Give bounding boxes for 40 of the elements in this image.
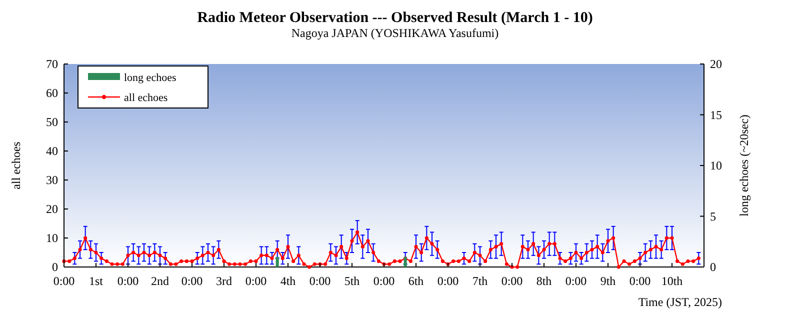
x-tick-label: 8th [536, 274, 552, 288]
y-tick-label: 10 [46, 231, 58, 245]
y2-tick-label: 15 [710, 108, 722, 122]
y-tick-label: 20 [46, 202, 58, 216]
y-axis-title: all echoes [9, 141, 23, 190]
x-tick-label: 1st [88, 274, 104, 288]
x-tick-label: 0:00 [309, 274, 331, 288]
x-tick-label: 7th [472, 274, 488, 288]
legend-label: long echoes [124, 72, 176, 84]
y-tick-label: 40 [46, 144, 58, 158]
x-tick-label: 0:00 [629, 274, 651, 288]
x-tick-label: 4th [280, 274, 296, 288]
y2-tick-label: 20 [710, 57, 722, 71]
legend-label: all echoes [124, 92, 168, 104]
x-tick-label: 2nd [151, 274, 169, 288]
y-tick-label: 60 [46, 86, 58, 100]
y-tick-label: 70 [46, 57, 58, 71]
x-tick-label: 6th [408, 274, 424, 288]
y2-axis-title: long echoes (~20sec) [737, 114, 751, 216]
x-tick-label: 0:00 [181, 274, 203, 288]
x-tick-label: 10th [661, 274, 683, 288]
x-tick-label: 0:00 [117, 274, 139, 288]
y-tick-label: 0 [52, 260, 58, 274]
y2-tick-label: 0 [710, 260, 716, 274]
y2-tick-label: 10 [710, 158, 722, 172]
y-tick-label: 50 [46, 115, 58, 129]
x-tick-label: 0:00 [373, 274, 395, 288]
chart-subtitle: Nagoya JAPAN (YOSHIKAWA Yasufumi) [291, 26, 499, 40]
y2-tick-label: 5 [710, 209, 716, 224]
x-tick-label: 9th [600, 274, 616, 288]
x-tick-label: 0:00 [501, 274, 523, 288]
x-tick-label: 0:00 [565, 274, 587, 288]
x-tick-label: 0:00 [245, 274, 267, 288]
x-tick-label: 5th [344, 274, 360, 288]
x-tick-label: 0:00 [437, 274, 459, 288]
x-axis-title: Time (JST, 2025) [638, 295, 722, 309]
chart-title: Radio Meteor Observation --- Observed Result (March 1 - 10) [197, 10, 593, 26]
x-tick-label: 0:00 [53, 274, 75, 288]
x-tick-label: 3rd [216, 274, 232, 288]
y-tick-label: 30 [46, 173, 58, 187]
